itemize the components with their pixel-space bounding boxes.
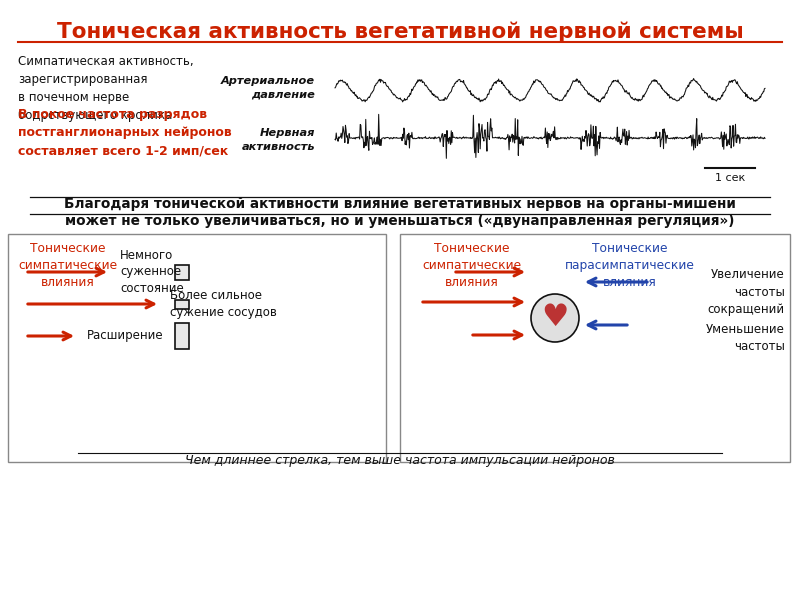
Text: Тонические
симпатические
влияния: Тонические симпатические влияния [18,242,118,289]
Text: Тонические
симпатические
влияния: Тонические симпатические влияния [422,242,522,289]
Text: В покое частота разрядов
постганглионарных нейронов
составляет всего 1-2 имп/сек: В покое частота разрядов постганглионарн… [18,108,232,157]
Text: Симпатическая активность,
зарегистрированная
в почечном нерве
бодрствующего крол: Симпатическая активность, зарегистрирова… [18,55,194,122]
Bar [175,265,189,280]
Text: Увеличение
частоты
сокращений: Увеличение частоты сокращений [708,269,785,316]
Bar [175,299,189,308]
Text: Уменьшение
частоты: Уменьшение частоты [706,323,785,353]
Text: Тоническая активность вегетативной нервной системы: Тоническая активность вегетативной нервн… [57,22,743,43]
Bar [8,234,386,462]
Text: Благодаря тонической активности влияние вегетативных нервов на органы-мишени: Благодаря тонической активности влияние … [64,197,736,211]
Text: Тонические
парасимпатические
влияния: Тонические парасимпатические влияния [565,242,695,289]
Text: Нервная
активность: Нервная активность [242,128,315,152]
Bar [400,234,790,462]
Text: может не только увеличиваться, но и уменьшаться («двунаправленная регуляция»): может не только увеличиваться, но и умен… [66,214,734,228]
Bar [175,323,189,349]
Text: Расширение: Расширение [87,329,164,343]
Text: Артериальное
давление: Артериальное давление [221,76,315,100]
Text: 1 сек: 1 сек [715,173,745,183]
Text: Более сильное
сужение сосудов: Более сильное сужение сосудов [170,289,277,319]
Circle shape [531,294,579,342]
Text: Чем длиннее стрелка, тем выше частота импульсации нейронов: Чем длиннее стрелка, тем выше частота им… [185,454,615,467]
Text: Немного
суженное
состояние: Немного суженное состояние [120,249,184,295]
Text: ♥: ♥ [542,302,569,331]
